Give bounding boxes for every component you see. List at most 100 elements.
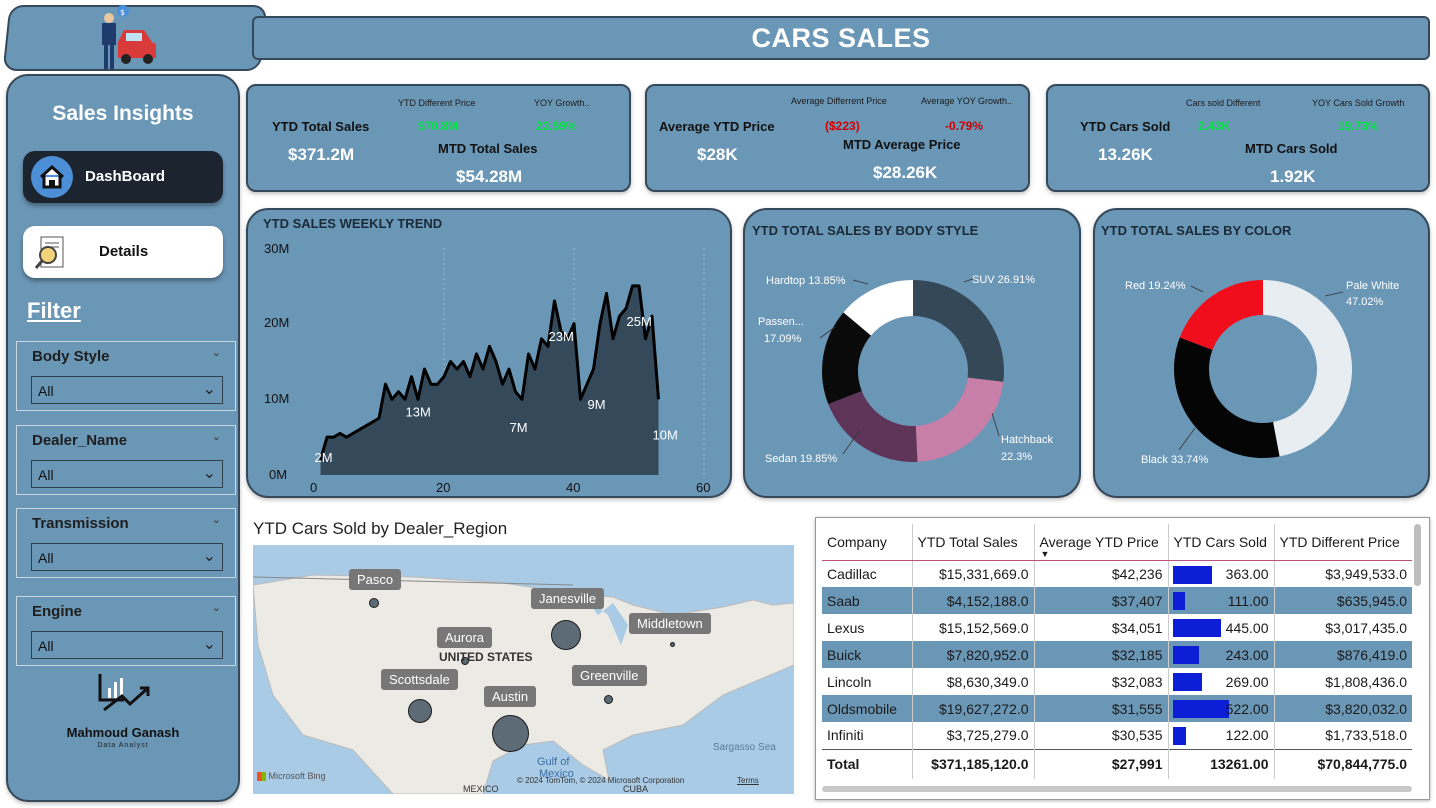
donut-slice-suv[interactable] [913, 280, 1004, 382]
map-cuba-label: CUBA [623, 784, 649, 794]
donut-slice-pale-white[interactable] [1263, 280, 1352, 457]
donut-slice-passen-[interactable] [822, 312, 871, 405]
dealer-name-dropdown[interactable]: All ⌄ [31, 460, 223, 488]
value-cell: 269.00 [1168, 668, 1275, 695]
table-row[interactable]: Infiniti $3,725,279.0 $30,535 122.00 $1,733,… [822, 722, 1412, 749]
value-cell: $876,419.0 [1274, 641, 1412, 668]
chevron-down-icon[interactable]: ⌄ [211, 347, 221, 359]
dashboard-label: DashBoard [85, 168, 166, 185]
kpi-main-value: $371.2M [288, 145, 355, 164]
home-icon [31, 156, 73, 198]
kpi-diff-label: Average Differrent Price [791, 96, 887, 106]
slice-label-suv: SUV 26.91% [972, 274, 1035, 286]
table-vertical-scrollbar[interactable] [1414, 524, 1421, 586]
chevron-down-icon: ⌄ [202, 636, 216, 653]
column-header-ytd-total-sales[interactable]: YTD Total Sales [912, 524, 1035, 561]
kpi-diff-value: 2.43K [1198, 119, 1231, 133]
table-row[interactable]: Cadillac $15,331,669.0 $42,236 363.00 $3,949… [822, 560, 1412, 587]
body-style-dropdown[interactable]: All ⌄ [31, 376, 223, 404]
table-row[interactable]: Saab $4,152,188.0 $37,407 111.00 $635,945.0 [822, 587, 1412, 614]
dealer-region-map[interactable]: Pasco Janesville Aurora Middletown Scott… [253, 545, 794, 794]
trend-line [319, 284, 660, 461]
chevron-down-icon[interactable]: ⌄ [211, 431, 221, 443]
kpi-main-value: 13.26K [1098, 145, 1153, 164]
value-cell: $1,808,436.0 [1325, 673, 1407, 690]
details-button[interactable]: Details [23, 226, 223, 278]
map-pin-scottsdale[interactable]: Scottsdale [381, 669, 458, 690]
color-donut-chart: Pale White 47.02% Black 33.74% Red 19.24… [1125, 280, 1399, 466]
dropdown-value: All [38, 383, 54, 399]
map-bubble[interactable] [551, 620, 581, 650]
map-pin-greenville[interactable]: Greenville [572, 665, 647, 686]
total-label: Total [822, 748, 913, 779]
chevron-down-icon[interactable]: ⌄ [211, 602, 221, 614]
chevron-down-icon[interactable]: ⌄ [211, 514, 221, 526]
value-cell: $635,945.0 [1274, 587, 1412, 614]
donut-slice-black[interactable] [1174, 337, 1280, 458]
data-label: 2M [315, 450, 333, 465]
kpi-mtd-value: $54.28M [456, 167, 523, 186]
dashboard-button[interactable]: DashBoard [23, 151, 223, 203]
sort-desc-icon: ▼ [1040, 548, 1050, 559]
map-pin-austin[interactable]: Austin [484, 686, 537, 707]
chevron-down-icon: ⌄ [202, 465, 216, 482]
column-header-ytd-different-price[interactable]: YTD Different Price [1274, 524, 1412, 561]
slice-label-hardtop: Hardtop 13.85% [766, 275, 846, 287]
kpi-mtd-value: 1.92K [1270, 167, 1316, 186]
map-terms-link[interactable]: Terms [737, 776, 759, 785]
map-pin-aurora[interactable]: Aurora [437, 627, 493, 648]
slicer-body-style: Body Style ⌄ All ⌄ [16, 341, 236, 411]
map-bubble[interactable] [604, 695, 613, 704]
kpi-mtd-label: MTD Average Price [843, 137, 961, 152]
map-gulf-label-2: Mexico [539, 768, 574, 780]
donut-slice-sedan[interactable] [828, 391, 918, 462]
table-row[interactable]: Lincoln $8,630,349.0 $32,083 269.00 $1,808,4… [822, 668, 1412, 695]
map-bubble[interactable] [408, 699, 432, 723]
slice-label-red: Red 19.24% [1125, 280, 1186, 292]
column-header-average-ytd-price[interactable]: Average YTD Price ▼ [1034, 524, 1169, 561]
table-row[interactable]: Lexus $15,152,569.0 $34,051 445.00 $3,017,43… [822, 614, 1412, 641]
y-tick-label: 0M [269, 467, 287, 482]
cars-sold-bar [1172, 619, 1221, 637]
table-row[interactable]: Buick $7,820,952.0 $32,185 243.00 $876,419.0 [822, 641, 1412, 668]
donut-slice-hardtop[interactable] [843, 280, 913, 336]
map-sea-label: Sargasso Sea [713, 742, 776, 753]
kpi-main-value: $28K [697, 145, 738, 164]
title-bar [252, 16, 1430, 60]
table-horizontal-scrollbar[interactable] [822, 786, 1412, 792]
slicer-engine: Engine ⌄ All ⌄ [16, 596, 236, 666]
y-tick-label: 30M [264, 241, 289, 256]
value-cell: $3,820,032.0 [1274, 695, 1412, 722]
column-header-ytd-cars-sold[interactable]: YTD Cars Sold [1168, 524, 1275, 561]
map-copyright: © 2024 TomTom, © 2024 Microsoft Corporat… [517, 776, 685, 785]
map-pin-janesville[interactable]: Janesville [531, 588, 605, 609]
total-cell: $70,844,775.0 [1274, 748, 1412, 779]
map-bubble[interactable] [461, 657, 469, 665]
map-bubble[interactable] [670, 642, 675, 647]
engine-dropdown[interactable]: All ⌄ [31, 631, 223, 659]
slice-label-sedan: Sedan 19.85% [765, 453, 837, 465]
donut-slice-red[interactable] [1179, 280, 1263, 350]
kpi-main-label: YTD Cars Sold [1080, 119, 1171, 134]
value-cell: 522.00 [1168, 695, 1275, 722]
map-bubble[interactable] [492, 715, 529, 752]
kpi-growth-value: 23.59% [536, 119, 577, 133]
table-row[interactable]: Oldsmobile $19,627,272.0 $31,555 522.00 $3,8… [822, 695, 1412, 722]
slicer-dealer-name: Dealer_Name ⌄ All ⌄ [16, 425, 236, 495]
company-cell: Infiniti [822, 722, 913, 749]
value-cell: 122.00 [1168, 722, 1275, 749]
map-bubble[interactable] [369, 598, 379, 608]
transmission-dropdown[interactable]: All ⌄ [31, 543, 223, 571]
leader-line [842, 429, 861, 455]
column-header-company[interactable]: Company [822, 524, 913, 561]
company-table: Company YTD Total Sales Average YTD Pric… [815, 517, 1430, 800]
cars-sold-bar [1172, 565, 1212, 584]
donut-slice-hatchback[interactable] [915, 377, 1004, 462]
map-pin-pasco[interactable]: Pasco [349, 569, 402, 590]
value-cell: $8,630,349.0 [912, 668, 1035, 695]
kpi-mtd-label: MTD Cars Sold [1245, 141, 1338, 156]
map-pin-middletown[interactable]: Middletown [629, 613, 711, 634]
data-label: 13M [406, 405, 431, 420]
value-cell: $3,017,435.0 [1325, 619, 1407, 636]
car-dealer-logo-icon: $ [96, 4, 162, 72]
